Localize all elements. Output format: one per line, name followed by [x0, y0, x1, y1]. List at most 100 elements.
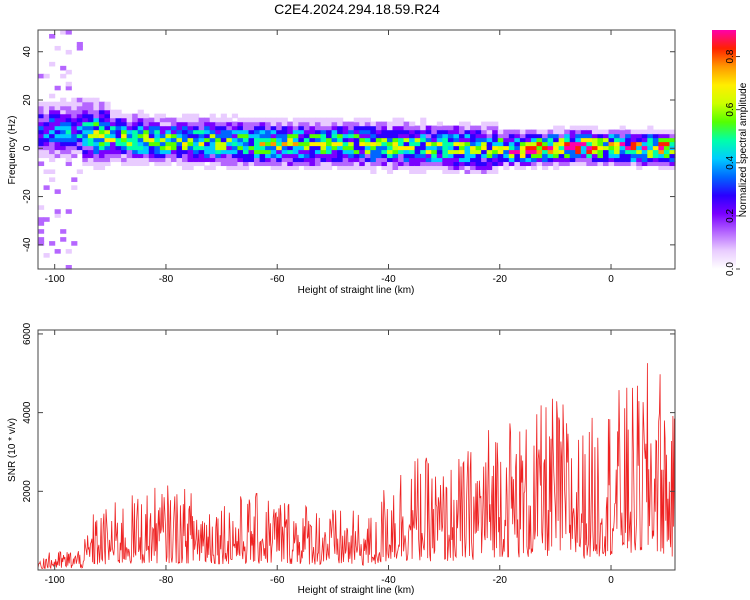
heatmap-cell — [170, 145, 178, 151]
heatmap-cell — [60, 145, 67, 151]
heatmap-cell — [38, 217, 45, 222]
heatmap-cell — [98, 121, 106, 127]
heatmap-cell — [287, 133, 294, 139]
heatmap-cell — [630, 161, 637, 167]
heatmap-cell — [281, 137, 288, 143]
heatmap-cell — [392, 141, 399, 147]
heatmap-cell — [503, 129, 510, 135]
heatmap-cell — [663, 145, 671, 151]
heatmap-cell — [386, 141, 394, 147]
heatmap-cell — [525, 145, 532, 151]
heatmap-cell — [148, 129, 155, 135]
heatmap-cell — [182, 121, 189, 127]
heatmap-cell — [148, 157, 155, 163]
heatmap-cell — [314, 137, 322, 143]
heatmap-cell — [143, 161, 150, 167]
heatmap-cell — [154, 137, 161, 143]
heatmap-cell — [431, 161, 438, 167]
heatmap-cell — [409, 121, 416, 127]
heatmap-cell — [403, 149, 410, 155]
heatmap-cell — [630, 133, 637, 139]
heatmap-cell — [54, 117, 61, 123]
heatmap-cell — [242, 161, 250, 167]
heatmap-cell — [54, 85, 61, 91]
heatmap-cell — [348, 149, 355, 155]
heatmap-cell — [320, 133, 327, 139]
heatmap-cell — [54, 137, 61, 143]
heatmap-cell — [276, 117, 283, 123]
heatmap-cell — [503, 133, 510, 139]
heatmap-cell — [154, 117, 161, 123]
heatmap-cell — [492, 125, 499, 131]
heatmap-cell — [409, 137, 416, 143]
heatmap-cell — [381, 137, 388, 143]
heatmap-cell — [165, 121, 172, 127]
heatmap-cell — [553, 157, 560, 163]
heatmap-cell — [348, 121, 355, 127]
heatmap-cell — [49, 113, 56, 119]
heatmap-cell — [60, 129, 67, 135]
heatmap-cell — [71, 117, 78, 123]
heatmap-cell — [54, 141, 61, 147]
heatmap-cell — [331, 153, 338, 159]
heatmap-cell — [159, 153, 166, 159]
heatmap-cell — [110, 117, 117, 123]
heatmap-cell — [193, 141, 200, 147]
spectrogram-frame — [37, 29, 676, 270]
heatmap-cell — [154, 161, 161, 167]
heatmap-cell — [636, 129, 643, 135]
heatmap-cell — [453, 149, 460, 155]
heatmap-cell — [298, 145, 305, 151]
heatmap-cell — [60, 149, 67, 155]
heatmap-cell — [237, 121, 244, 127]
heatmap-cell — [447, 165, 455, 171]
heatmap-cell — [276, 153, 283, 159]
heatmap-cell — [342, 121, 349, 127]
heatmap-cell — [209, 153, 216, 159]
heatmap-cell — [82, 105, 89, 111]
heatmap-cell — [641, 153, 648, 159]
heatmap-cell — [115, 153, 122, 159]
heatmap-cell — [76, 45, 83, 51]
heatmap-cell — [398, 137, 405, 143]
heatmap-cell — [458, 153, 466, 159]
heatmap-cell — [121, 113, 128, 119]
heatmap-cell — [165, 145, 172, 151]
heatmap-cell — [281, 129, 288, 135]
heatmap-cell — [165, 133, 172, 139]
heatmap-cell — [508, 129, 515, 135]
heatmap-cell — [414, 133, 421, 139]
heatmap-cell — [121, 117, 128, 123]
heatmap-cell — [536, 141, 543, 147]
heatmap-cell — [442, 169, 449, 174]
heatmap-cell — [436, 141, 443, 147]
heatmap-cell — [65, 145, 72, 151]
heatmap-cell — [530, 137, 538, 143]
heatmap-cell — [76, 101, 83, 107]
heatmap-cell — [226, 165, 233, 171]
heatmap-cell — [464, 145, 471, 151]
heatmap-cell — [614, 137, 621, 143]
heatmap-cell — [281, 121, 288, 127]
heatmap-cell — [558, 161, 565, 167]
heatmap-cell — [248, 161, 255, 167]
heatmap-cell — [470, 157, 477, 163]
heatmap-cell — [187, 165, 194, 171]
heatmap-cell — [242, 125, 250, 131]
heatmap-cell — [381, 161, 388, 167]
heatmap-cell — [625, 141, 632, 147]
heatmap-cell — [292, 165, 299, 171]
heatmap-cell — [652, 137, 659, 143]
heatmap-cell — [248, 125, 255, 131]
heatmap-cell — [65, 85, 72, 91]
heatmap-cell — [414, 165, 421, 171]
colorbar-tick-label: 0.0 — [725, 262, 736, 276]
heatmap-cell — [453, 161, 460, 167]
y-tick-label: 40 — [22, 46, 33, 58]
heatmap-cell — [337, 133, 344, 139]
heatmap-cell — [375, 153, 383, 159]
heatmap-cell — [276, 149, 283, 155]
heatmap-cell — [381, 125, 388, 131]
heatmap-cell — [641, 157, 648, 163]
heatmap-cell — [619, 149, 626, 155]
